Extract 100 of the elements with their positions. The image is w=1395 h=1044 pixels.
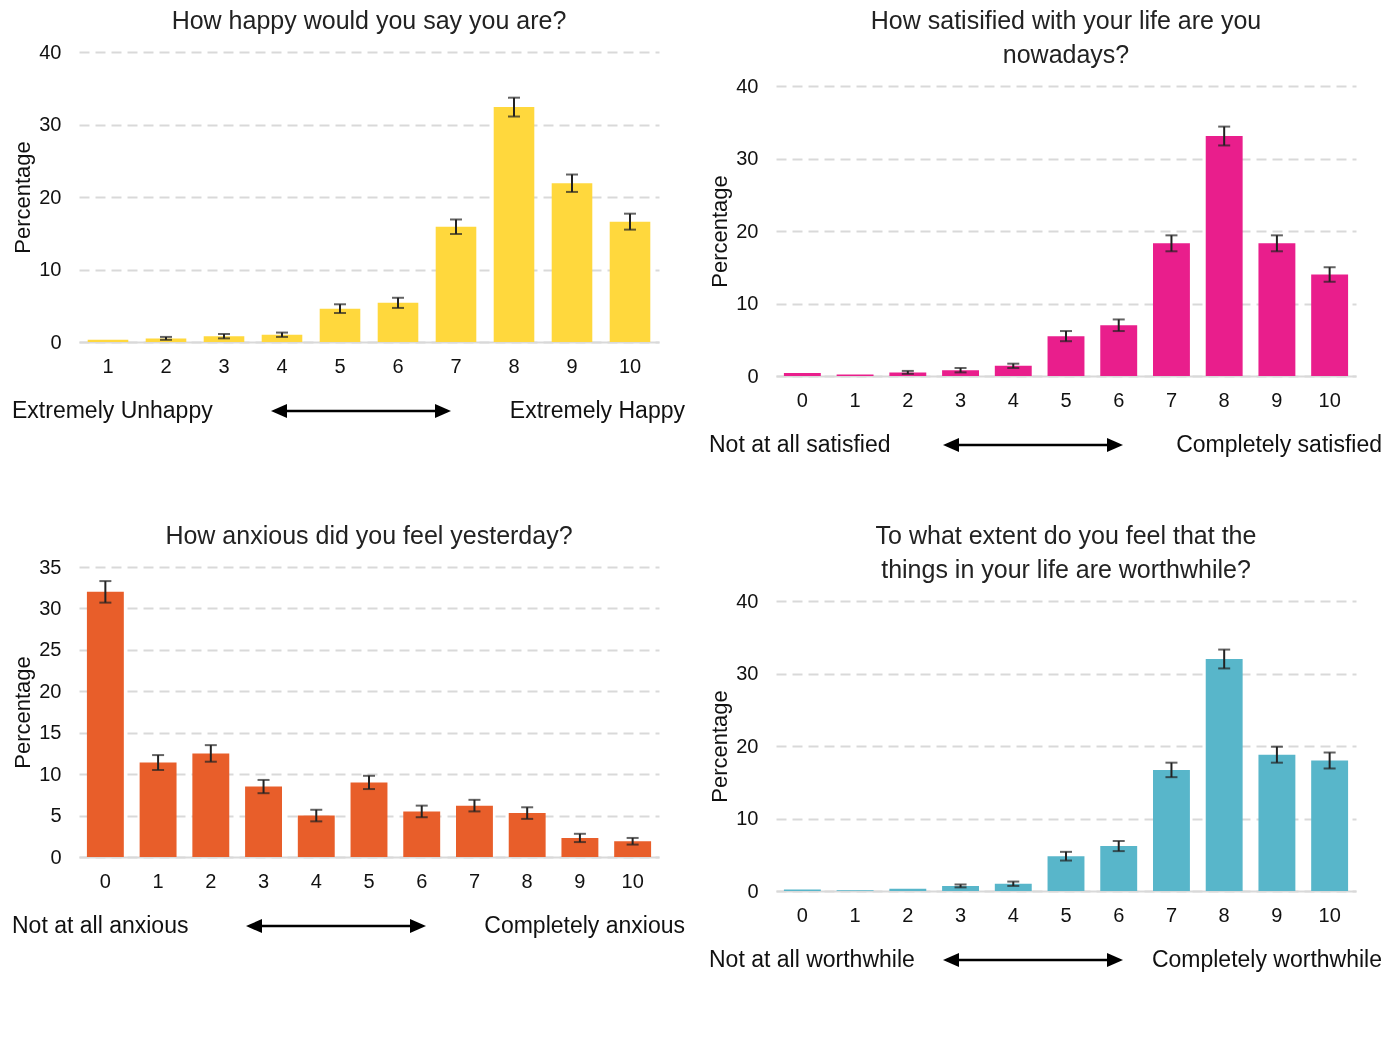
y-tick-label: 20: [39, 679, 62, 702]
y-axis-title: Percentage: [707, 690, 733, 803]
bar: [245, 786, 282, 857]
y-axis-title: Percentage: [707, 175, 733, 288]
x-tick-label: 1: [849, 388, 861, 411]
bar: [551, 183, 593, 342]
bar: [1258, 243, 1296, 376]
x-tick-label: 2: [205, 869, 217, 892]
y-tick-label: 10: [736, 807, 759, 829]
bar: [456, 805, 493, 857]
x-tick-label: 4: [310, 869, 322, 892]
y-tick-label: 0: [50, 845, 62, 868]
x-tick-label: 8: [508, 354, 520, 377]
bar: [192, 753, 230, 857]
x-tick-label: 6: [1113, 903, 1125, 926]
y-tick-label: 20: [736, 219, 759, 242]
x-tick-label: 3: [954, 388, 967, 411]
x-tick-label: 3: [218, 354, 230, 377]
text: Not at all worthwhile: [709, 946, 915, 973]
x-tick-label: 5: [334, 354, 346, 377]
x-tick-label: 4: [276, 354, 288, 377]
y-tick-label: 0: [50, 330, 62, 353]
text: Not at all anxious: [12, 912, 189, 939]
x-tick-label: 4: [1007, 388, 1019, 411]
x-tick-label: 5: [363, 869, 375, 892]
text: Completely satisfied: [1176, 431, 1382, 458]
text: Extremely Happy: [509, 397, 685, 424]
chart-title: To what extent do you feel that the things in your life are worthwhile?: [875, 521, 1257, 583]
y-tick-label: 30: [39, 596, 62, 619]
bar: [614, 841, 652, 857]
x-tick-label: 9: [1271, 388, 1283, 411]
x-tick-label: 1: [849, 903, 861, 926]
bar: [1311, 274, 1349, 376]
bar: [86, 591, 124, 857]
x-tick-label: 6: [392, 354, 404, 377]
bar: [297, 815, 335, 857]
y-axis-title: Percentage: [10, 656, 36, 769]
x-tick-label: 7: [450, 354, 462, 377]
y-tick-label: 30: [39, 113, 62, 135]
text: Completely worthwhile: [1151, 946, 1382, 973]
bar: [139, 762, 177, 857]
y-tick-label: 35: [39, 555, 62, 578]
x-tick-label: 2: [902, 903, 914, 926]
text: Not at all satisfied: [709, 431, 891, 458]
chart-title: How satisified with your life are you nowadays?: [870, 6, 1262, 68]
bar: [1100, 325, 1138, 376]
bar: [1153, 769, 1190, 891]
x-tick-label: 7: [468, 869, 481, 892]
x-tick-label: 9: [1271, 903, 1283, 926]
bar: [403, 811, 441, 857]
x-tick-label: 6: [416, 869, 428, 892]
bar: [508, 813, 546, 857]
y-axis-title: Percentage: [10, 141, 36, 254]
bar: [994, 365, 1032, 376]
bar: [1205, 659, 1243, 891]
y-tick-label: 40: [736, 589, 759, 612]
x-tick-label: 4: [1007, 903, 1019, 926]
y-tick-label: 20: [39, 185, 62, 208]
bar: [1258, 754, 1296, 891]
x-tick-label: 0: [796, 903, 808, 926]
x-tick-label: 7: [1165, 388, 1178, 411]
x-tick-label: 9: [566, 354, 578, 377]
bar: [1100, 846, 1138, 891]
y-tick-label: 10: [736, 292, 759, 314]
y-tick-label: 40: [736, 74, 759, 97]
bar: [87, 339, 129, 342]
x-tick-label: 2: [902, 388, 914, 411]
bar: [783, 373, 821, 376]
bar: [377, 302, 419, 342]
x-tick-label: 8: [1218, 903, 1230, 926]
x-tick-label: 1: [152, 869, 164, 892]
bar: [889, 888, 927, 891]
bar: [609, 221, 651, 342]
bar: [1047, 336, 1085, 376]
y-tick-label: 30: [736, 662, 759, 684]
bar: [350, 782, 388, 857]
y-tick-label: 10: [39, 258, 62, 280]
y-tick-label: 5: [50, 804, 62, 827]
text: Completely anxious: [484, 912, 685, 939]
y-tick-label: 30: [736, 147, 759, 169]
x-tick-label: 10: [1318, 388, 1341, 411]
x-tick-label: 5: [1060, 388, 1072, 411]
x-tick-label: 8: [1218, 388, 1230, 411]
chart-title: How happy would you say you are?: [171, 6, 567, 34]
bar: [1311, 760, 1349, 891]
x-tick-label: 1: [102, 354, 114, 377]
x-tick-label: 0: [796, 388, 808, 411]
y-tick-label: 15: [39, 721, 62, 744]
x-tick-label: 10: [621, 869, 644, 892]
y-tick-label: 40: [39, 40, 62, 63]
bar: [493, 107, 535, 342]
x-tick-label: 2: [160, 354, 172, 377]
x-tick-label: 10: [1318, 903, 1341, 926]
bar: [561, 837, 599, 857]
y-tick-label: 10: [39, 762, 62, 785]
x-tick-label: 8: [521, 869, 533, 892]
x-tick-label: 0: [99, 869, 111, 892]
x-tick-label: 7: [1165, 903, 1178, 926]
y-tick-label: 20: [736, 734, 759, 757]
bar: [319, 308, 361, 342]
